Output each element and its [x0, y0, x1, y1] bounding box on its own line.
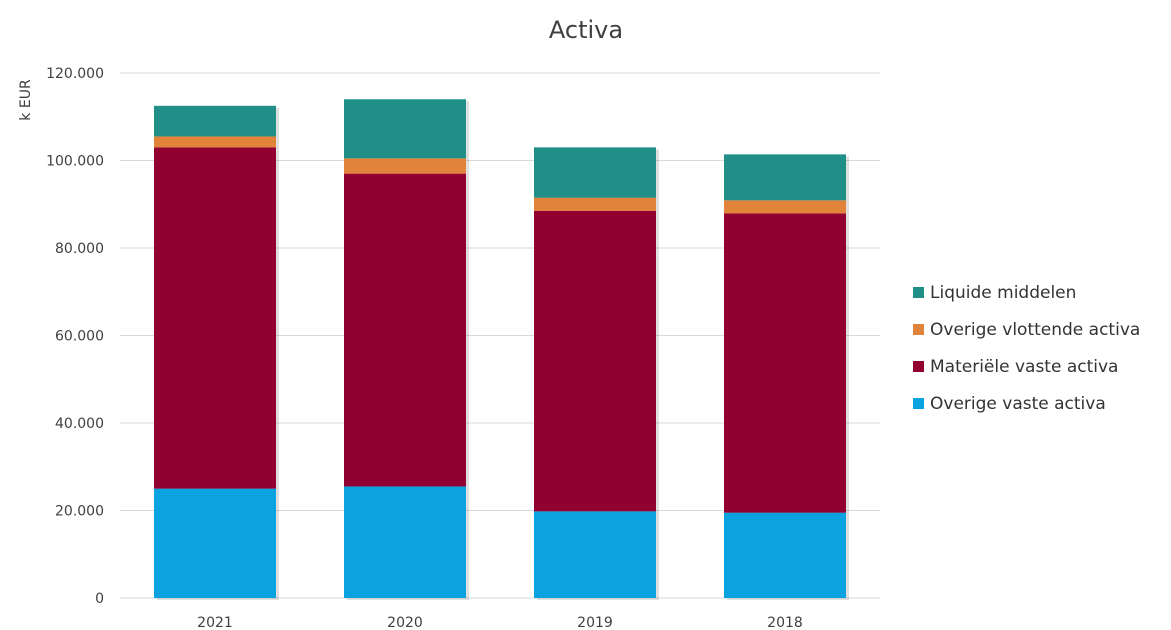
bar-segment: [154, 488, 276, 598]
x-axis-ticks: 2021 2020 2019 2018: [197, 615, 803, 630]
bar-segment: [154, 147, 276, 489]
y-tick-label: 0: [95, 591, 104, 607]
y-axis-label: k EUR: [18, 79, 34, 121]
y-tick-label: 80.000: [55, 241, 104, 257]
bar-segment: [344, 158, 466, 174]
x-tick-label: 2021: [197, 615, 233, 630]
legend-label: Overige vlottende activa: [930, 320, 1140, 340]
bars: [154, 99, 849, 600]
x-tick-label: 2018: [767, 615, 803, 630]
x-tick-label: 2020: [387, 615, 423, 630]
y-tick-label: 100.000: [46, 154, 104, 170]
bar-segment: [154, 105, 276, 137]
bar-segment: [534, 197, 656, 211]
legend-swatch: [913, 398, 924, 409]
bar-segment: [534, 210, 656, 512]
y-axis-ticks: 0 20.000 40.000 60.000 80.000 100.000 120.000: [46, 66, 104, 607]
legend-swatch: [913, 324, 924, 335]
legend-label: Overige vaste activa: [930, 394, 1106, 414]
bar-segment: [724, 213, 846, 513]
bar-segment: [534, 511, 656, 598]
bar-segment: [724, 154, 846, 201]
bar-segment: [344, 99, 466, 159]
legend-swatch: [913, 361, 924, 372]
y-tick-label: 40.000: [55, 416, 104, 432]
bar-segment: [344, 173, 466, 487]
bar-segment: [724, 200, 846, 214]
legend-item: Overige vaste activa: [913, 394, 1106, 414]
x-tick-label: 2019: [577, 615, 613, 630]
legend-label: Materiële vaste activa: [930, 357, 1118, 377]
legend-item: Liquide middelen: [913, 283, 1076, 303]
legend-swatch: [913, 287, 924, 298]
bar-segment: [534, 147, 656, 198]
legend-item: Overige vlottende activa: [913, 320, 1140, 340]
legend: Liquide middelen Overige vlottende activa…: [913, 283, 1140, 414]
bar-segment: [154, 136, 276, 148]
y-tick-label: 60.000: [55, 329, 104, 345]
y-tick-label: 20.000: [55, 504, 104, 520]
chart-title: Activa: [549, 16, 623, 44]
y-tick-label: 120.000: [46, 66, 104, 82]
legend-label: Liquide middelen: [930, 283, 1076, 303]
bar-segment: [724, 512, 846, 598]
legend-item: Materiële vaste activa: [913, 357, 1118, 377]
bar-segment: [344, 486, 466, 598]
